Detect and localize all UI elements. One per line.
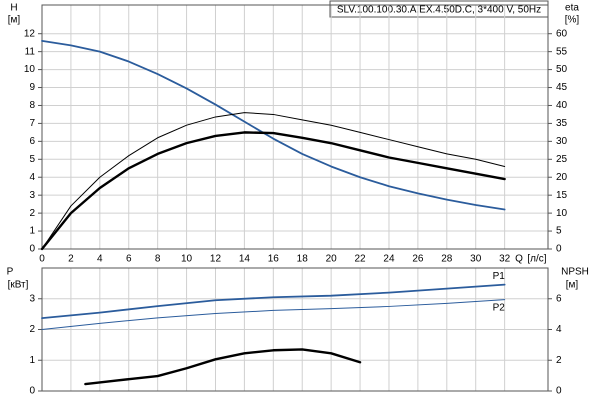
x-tick-label: 28 — [441, 254, 453, 265]
x-tick-label: 8 — [155, 254, 161, 265]
y-tick-label: 1 — [29, 355, 35, 366]
y2-tick-label: 60 — [556, 28, 568, 39]
y-tick-label: 9 — [29, 82, 35, 93]
y2-tick-label: 5 — [556, 226, 562, 237]
y2-tick-label: 0 — [556, 244, 562, 255]
y-tick-label: 0 — [29, 386, 35, 397]
y-tick-label: 11 — [25, 46, 36, 57]
series-line — [84, 348, 362, 386]
x-tick-label: 0 — [39, 254, 45, 265]
y2-axis-unit: [м] — [566, 280, 579, 291]
y-tick-label: 2 — [29, 208, 35, 219]
y-tick-label: 10 — [24, 64, 36, 75]
x-tick-label: 6 — [126, 254, 132, 265]
y2-axis-label: eta — [565, 3, 579, 14]
y-tick-label: 3 — [29, 190, 35, 201]
x-tick-label: 18 — [297, 254, 309, 265]
x-tick-label: 12 — [210, 254, 222, 265]
chart-title: SLV.100.100.30.A.EX.4.50D.C, 3*400 V, 50… — [337, 5, 541, 16]
y2-tick-label: 4 — [556, 324, 562, 335]
y2-tick-label: 2 — [556, 355, 562, 366]
plot-frame — [41, 4, 549, 250]
y2-axis-unit: [%] — [565, 15, 580, 26]
y-tick-label: 4 — [29, 172, 35, 183]
series-label: P2 — [493, 302, 506, 313]
y2-tick-label: 40 — [556, 100, 568, 111]
y-tick-label: 1 — [29, 226, 35, 237]
y2-tick-label: 55 — [556, 46, 568, 57]
x-tick-label: 24 — [383, 254, 395, 265]
series-line — [41, 39, 506, 211]
x-tick-label: 16 — [268, 254, 280, 265]
y-axis-label: H — [10, 3, 17, 14]
x-tick-label: 26 — [412, 254, 424, 265]
y2-tick-label: 45 — [556, 82, 568, 93]
series-label: P1 — [493, 271, 506, 282]
x-tick-label: 32 — [499, 254, 511, 265]
y-axis-unit: [кВт] — [8, 280, 29, 291]
x-tick-label: 30 — [470, 254, 482, 265]
y-axis-label: P — [7, 267, 14, 278]
y2-tick-label: 30 — [556, 136, 568, 147]
y2-tick-label: 20 — [556, 172, 568, 183]
y2-axis-label: NPSH — [561, 267, 589, 278]
y2-tick-label: 35 — [556, 118, 568, 129]
y-tick-label: 0 — [29, 244, 35, 255]
y-tick-label: 5 — [29, 154, 35, 165]
y2-tick-label: 6 — [556, 293, 562, 304]
series-line — [41, 283, 506, 320]
y2-tick-label: 15 — [556, 190, 568, 201]
y-tick-label: 7 — [29, 118, 35, 129]
y-tick-label: 6 — [29, 136, 35, 147]
x-tick-label: 10 — [181, 254, 193, 265]
series-line — [40, 131, 506, 251]
y2-tick-label: 0 — [556, 386, 562, 397]
x-axis-label: Q — [515, 254, 523, 265]
y-axis-unit: [м] — [8, 15, 21, 26]
y2-tick-label: 10 — [556, 208, 568, 219]
x-axis-unit: [л/с] — [527, 254, 546, 265]
y-tick-label: 12 — [24, 28, 36, 39]
y-tick-label: 3 — [29, 293, 35, 304]
x-tick-label: 22 — [354, 254, 366, 265]
y-tick-label: 8 — [29, 100, 35, 111]
x-tick-label: 4 — [97, 254, 103, 265]
x-tick-label: 14 — [239, 254, 251, 265]
x-tick-label: 2 — [68, 254, 74, 265]
y-tick-label: 2 — [29, 324, 35, 335]
y2-tick-label: 50 — [556, 64, 568, 75]
y2-tick-label: 25 — [556, 154, 568, 165]
x-tick-label: 20 — [326, 254, 338, 265]
series-line — [41, 112, 506, 250]
series-line — [41, 299, 506, 330]
